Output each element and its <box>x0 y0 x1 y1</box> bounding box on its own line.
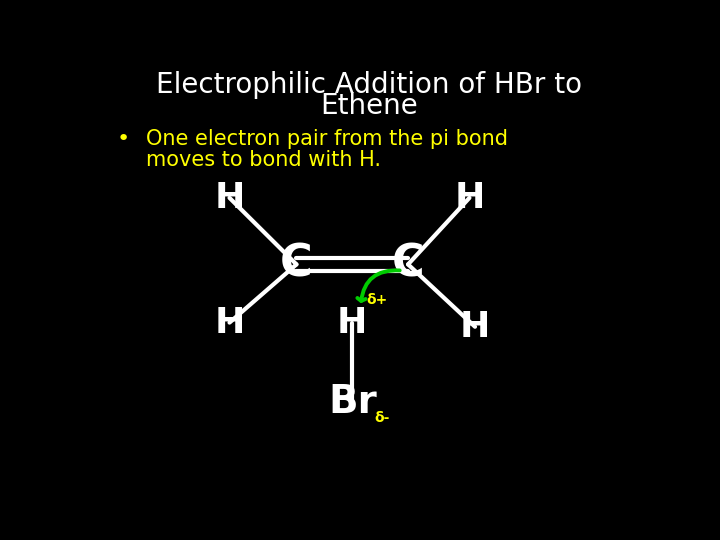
Text: C: C <box>280 243 312 286</box>
Text: moves to bond with H.: moves to bond with H. <box>145 150 381 170</box>
Text: δ-: δ- <box>374 411 390 425</box>
Text: Br: Br <box>328 383 377 421</box>
Text: •: • <box>117 129 130 149</box>
Text: H: H <box>215 181 245 215</box>
Text: Electrophilic Addition of HBr to: Electrophilic Addition of HBr to <box>156 71 582 99</box>
Text: C: C <box>392 243 424 286</box>
Text: H: H <box>460 310 490 344</box>
Text: H: H <box>337 306 367 340</box>
Text: One electron pair from the pi bond: One electron pair from the pi bond <box>145 129 508 149</box>
Text: δ+: δ+ <box>366 293 387 307</box>
Text: H: H <box>215 306 245 340</box>
Text: H: H <box>454 181 485 215</box>
Text: Ethene: Ethene <box>320 92 418 120</box>
